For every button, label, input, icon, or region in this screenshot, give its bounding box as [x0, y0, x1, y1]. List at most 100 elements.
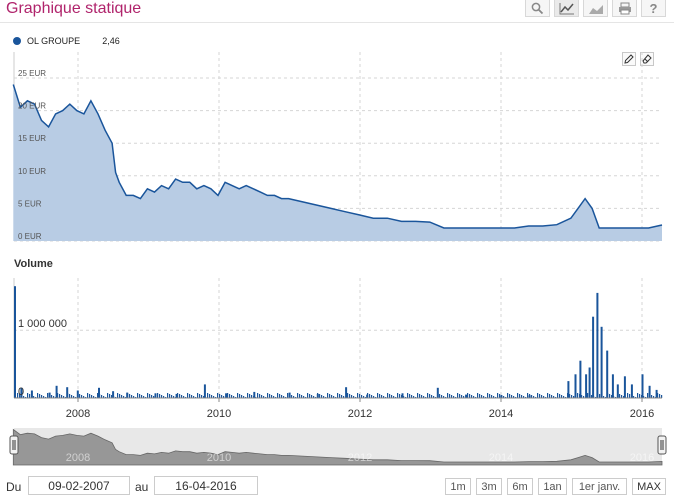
volume-bar: [175, 393, 178, 398]
volume-bar: [592, 316, 595, 398]
header-divider: [0, 22, 674, 23]
volume-bar-base: [369, 394, 371, 398]
range-1an-button[interactable]: 1an: [538, 478, 567, 495]
volume-bar-base: [157, 393, 159, 398]
volume-bar-base: [271, 395, 273, 398]
range-ytd-button[interactable]: 1er janv.: [572, 478, 627, 495]
volume-bar-base: [191, 395, 193, 398]
volume-bar: [465, 394, 468, 398]
volume-bar-base: [363, 396, 365, 398]
eraser-icon[interactable]: [640, 52, 654, 66]
volume-bar-base: [339, 394, 341, 398]
volume-bar-base: [371, 395, 373, 398]
volume-bar-base: [167, 393, 169, 398]
price-tick-label: 15 EUR: [18, 134, 46, 143]
volume-bar-base: [391, 395, 393, 398]
x-tick-label: 2008: [66, 408, 90, 420]
search-icon[interactable]: [525, 0, 550, 17]
volume-bar-base: [469, 394, 471, 398]
range-1m-button[interactable]: 1m: [445, 478, 471, 495]
price-volume-chart: 0 EUR 5 EUR 10 EUR 15 EUR 20 EUR 25 EUR Volum…: [9, 52, 667, 466]
volume-tick-label: 1 000 000: [18, 318, 67, 330]
volume-bar-base: [227, 393, 229, 398]
help-icon[interactable]: ?: [641, 0, 666, 17]
area-chart-icon[interactable]: [583, 0, 608, 17]
volume-bar-base: [313, 396, 315, 398]
volume-bar: [345, 387, 348, 398]
volume-bar-base: [467, 393, 469, 398]
volume-bar-base: [547, 393, 549, 398]
range-max-button[interactable]: MAX: [632, 478, 666, 495]
volume-bar: [66, 387, 69, 398]
volume-bar-base: [19, 394, 21, 398]
volume-bar-base: [159, 394, 161, 398]
volume-bar-base: [27, 393, 29, 398]
volume-bar-base: [23, 396, 25, 398]
volume-bar-base: [621, 395, 623, 398]
print-icon[interactable]: [612, 0, 637, 17]
volume-bar-base: [497, 393, 499, 398]
volume-bar-base: [627, 393, 629, 398]
volume-bar-base: [651, 395, 653, 398]
volume-bar-base: [407, 393, 409, 398]
volume-bar: [48, 392, 51, 398]
volume-bar-base: [151, 395, 153, 398]
price-grid: [13, 52, 662, 242]
volume-bar-base: [541, 395, 543, 398]
volume-bar-base: [559, 394, 561, 398]
volume-bar-base: [429, 394, 431, 398]
volume-bar-base: [633, 396, 635, 398]
line-chart-icon[interactable]: [554, 0, 579, 17]
volume-bar-base: [29, 394, 31, 398]
volume-bar-base: [221, 395, 223, 398]
volume-bar-base: [59, 394, 61, 398]
volume-bar: [225, 393, 228, 398]
volume-bar: [203, 384, 206, 398]
volume-bar-base: [101, 395, 103, 398]
page-title: Graphique statique: [6, 0, 142, 17]
navigator-label: 2010: [207, 452, 231, 464]
navigator-label: 2014: [489, 452, 513, 464]
from-date-input[interactable]: 09-02-2007: [28, 476, 130, 495]
volume-bar-base: [351, 395, 353, 398]
volume-bar-base: [73, 396, 75, 398]
volume-bar-base: [17, 393, 19, 398]
volume-bar-base: [471, 395, 473, 398]
volume-bar-base: [457, 393, 459, 398]
volume-bar-base: [263, 396, 265, 398]
navigator-handle-left[interactable]: [9, 435, 19, 455]
volume-bar-base: [171, 395, 173, 398]
volume-bar-base: [63, 396, 65, 398]
volume-bar-base: [259, 394, 261, 398]
pencil-icon[interactable]: [622, 52, 636, 66]
volume-bar: [648, 385, 651, 398]
range-3m-button[interactable]: 3m: [476, 478, 502, 495]
volume-bar-base: [297, 393, 299, 398]
volume-bar-base: [119, 394, 121, 398]
to-date-input[interactable]: 16-04-2016: [154, 476, 258, 495]
volume-tick-label: 0: [18, 386, 24, 398]
volume-bar-base: [287, 393, 289, 398]
volume-bar-base: [179, 394, 181, 398]
navigator-handle-right[interactable]: [657, 435, 667, 455]
volume-bar-base: [61, 395, 63, 398]
volume-bar-base: [139, 394, 141, 398]
volume-bar: [112, 391, 115, 398]
volume-bar-base: [181, 395, 183, 398]
legend[interactable]: OL GROUPE 2,46: [13, 36, 120, 46]
navigator-label: 2016: [630, 452, 654, 464]
volume-bar: [616, 384, 619, 398]
range-6m-button[interactable]: 6m: [507, 478, 533, 495]
volume-bar-base: [403, 396, 405, 398]
volume-bar-base: [201, 395, 203, 398]
navigator-series: [12, 428, 663, 466]
volume-bar-base: [237, 393, 239, 398]
volume-bar-base: [421, 395, 423, 398]
volume-bar-base: [419, 394, 421, 398]
volume-bar-base: [623, 396, 625, 398]
legend-marker: [13, 37, 21, 45]
volume-bar: [528, 395, 531, 398]
price-area: [13, 84, 663, 241]
volume-bar-base: [281, 395, 283, 398]
volume-bar-base: [537, 393, 539, 398]
